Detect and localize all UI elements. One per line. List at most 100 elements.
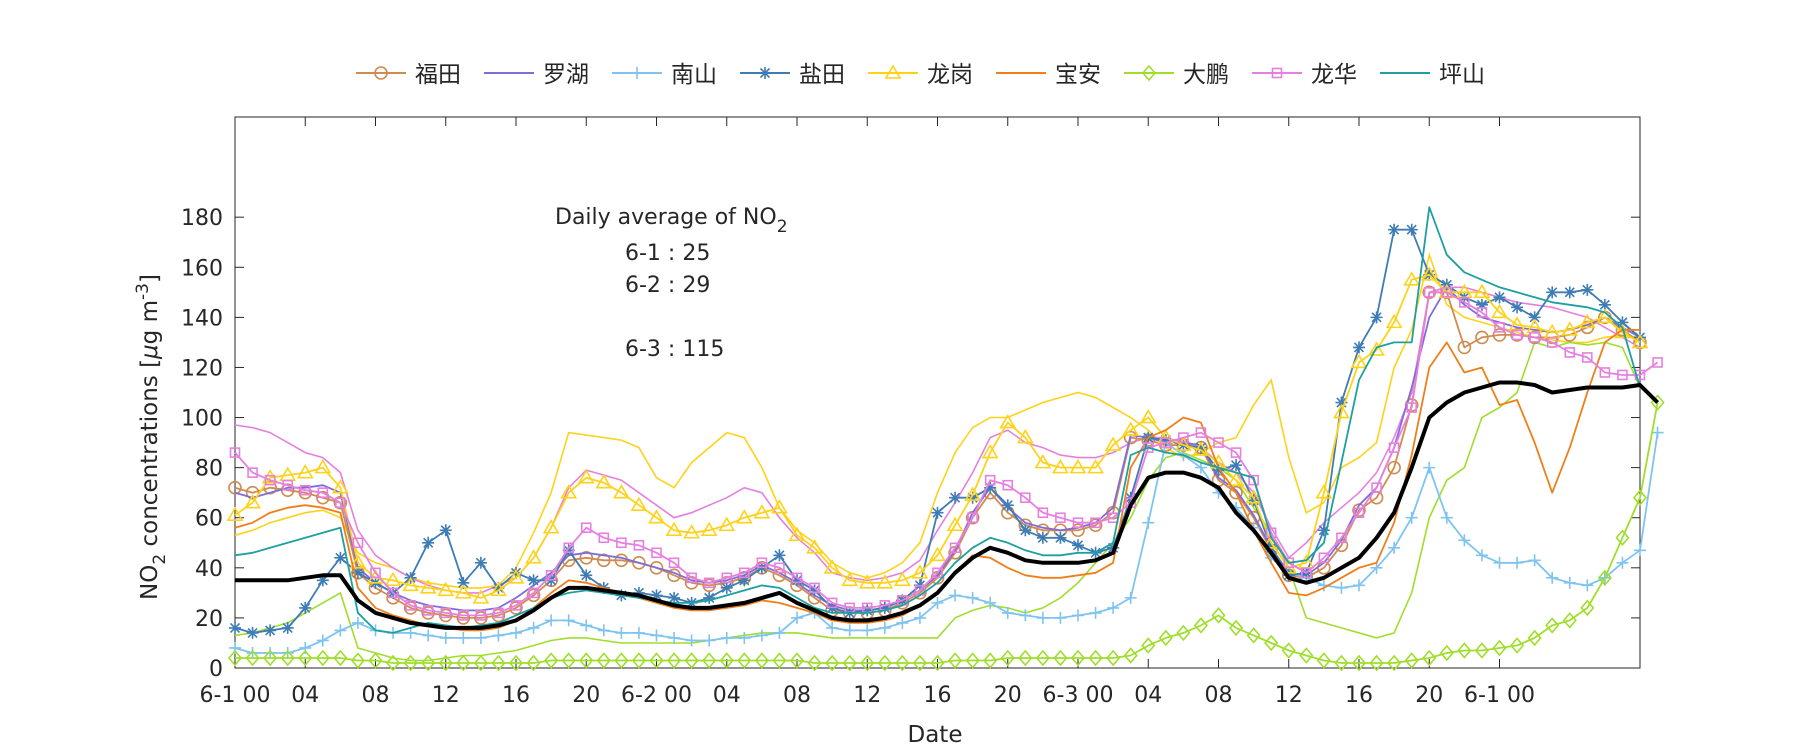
y-tick-label: 0 [209, 657, 223, 682]
data-point [913, 611, 926, 624]
data-point [649, 652, 664, 669]
data-point [370, 567, 381, 579]
data-point [246, 626, 259, 639]
data-point [1581, 579, 1594, 592]
x-tick-label: 04 [713, 683, 741, 708]
data-point [474, 611, 488, 625]
data-point [1616, 316, 1629, 329]
data-point [315, 649, 330, 667]
data-point [631, 652, 646, 669]
data-point [1511, 556, 1524, 569]
data-point [1439, 644, 1454, 662]
data-point [876, 574, 894, 589]
data-point [1001, 499, 1014, 512]
data-point [350, 652, 365, 669]
data-point [561, 652, 576, 669]
data-point [314, 459, 332, 474]
data-point [1634, 331, 1646, 344]
data-point [1088, 649, 1103, 667]
data-point [1072, 517, 1084, 529]
data-point [510, 566, 522, 579]
data-point [1072, 539, 1084, 552]
x-tick-label: 20 [572, 683, 600, 708]
data-point [858, 574, 876, 589]
data-point [492, 581, 505, 594]
data-point [1316, 652, 1331, 669]
data-point [579, 652, 594, 669]
data-point [229, 447, 241, 458]
data-point [1124, 591, 1137, 604]
data-point [791, 572, 803, 584]
legend-item: 盐田 [740, 62, 845, 88]
data-point [280, 649, 295, 667]
data-point [1491, 303, 1508, 319]
data-point [264, 474, 276, 486]
data-point [1264, 634, 1279, 652]
data-point [861, 604, 874, 617]
data-point [580, 619, 593, 632]
data-point [542, 519, 560, 534]
data-point [633, 539, 645, 551]
data-point [931, 596, 944, 609]
data-point [1617, 369, 1628, 381]
data-point [753, 504, 771, 519]
data-point [526, 654, 541, 672]
data-point [1598, 298, 1611, 311]
data-point [1071, 523, 1085, 538]
data-point [772, 652, 787, 669]
data-point [648, 509, 665, 524]
x-tick-label: 6-3 00 [1043, 683, 1114, 708]
x-tick-label: 08 [362, 683, 390, 708]
data-point [1351, 654, 1367, 672]
data-point [1546, 286, 1559, 299]
data-point [1582, 352, 1593, 363]
legend-label: 坪山 [1439, 62, 1485, 88]
annotation-line-2: 6-2 : 29 [625, 273, 710, 298]
data-point [1457, 340, 1472, 355]
legend-item: 龙华 [1252, 62, 1357, 88]
y-tick-label: 80 [195, 457, 223, 482]
data-point [458, 610, 469, 621]
data-point [510, 600, 522, 611]
data-point [1473, 283, 1491, 299]
data-point [282, 479, 293, 491]
data-point [1002, 479, 1014, 491]
data-point [334, 551, 347, 564]
data-point [1563, 286, 1576, 299]
data-point [686, 572, 697, 584]
data-point [684, 652, 699, 669]
data-point [807, 654, 822, 672]
data-point [861, 624, 874, 637]
data-point [685, 634, 698, 647]
data-point [1385, 313, 1403, 329]
data-point [895, 654, 910, 672]
data-point [1020, 492, 1031, 503]
data-point [1158, 629, 1173, 647]
legend-item: 坪山 [1380, 62, 1485, 88]
data-point [738, 631, 751, 644]
data-point [1245, 489, 1263, 504]
data-point [759, 67, 771, 79]
data-point [1194, 461, 1207, 474]
data-point [1318, 552, 1330, 564]
data-point [896, 616, 909, 629]
data-point [1581, 283, 1594, 296]
data-point [595, 474, 613, 489]
data-point [527, 574, 540, 587]
series-layer [226, 206, 1665, 672]
data-point [351, 616, 364, 629]
y-axis-label: NO2 concentrations [μg m-3] [133, 274, 170, 600]
legend-item: 宝安 [996, 62, 1101, 88]
data-point [264, 624, 277, 637]
data-point [1369, 654, 1384, 672]
x-tick-label: 12 [432, 683, 460, 708]
y-tick-label: 40 [195, 557, 223, 582]
data-point [1493, 291, 1506, 304]
data-point [860, 654, 875, 672]
data-point [1052, 459, 1069, 474]
data-point [229, 621, 241, 634]
data-point [384, 571, 402, 587]
data-point [475, 610, 487, 621]
data-point [1070, 649, 1086, 667]
y-tick-label: 60 [195, 507, 223, 532]
